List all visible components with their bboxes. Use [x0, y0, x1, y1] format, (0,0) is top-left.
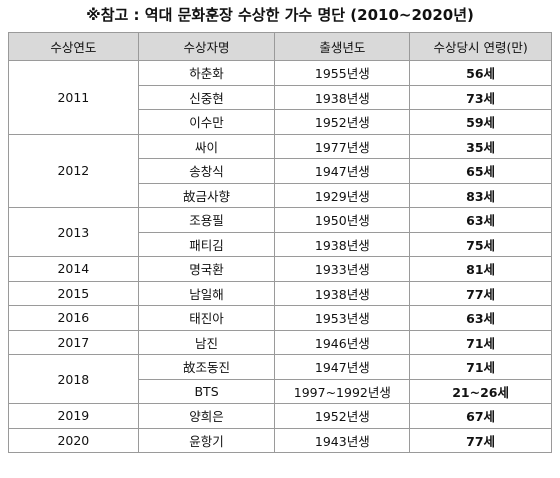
header-cell: 수상당시 연령(만) [409, 32, 552, 61]
table-row: 2020 윤항기 1943년생 77세 [8, 427, 552, 453]
table-row: 2019 양희은 1952년생 67세 [8, 403, 552, 429]
birth-cell: 1955년생 [274, 60, 411, 86]
age-cell: 75세 [409, 231, 552, 257]
year-cell: 2018 [8, 354, 139, 404]
birth-cell: 1977년생 [274, 133, 411, 159]
name-cell: 태진아 [137, 305, 276, 331]
age-cell: 77세 [409, 280, 552, 306]
header-cell: 수상연도 [8, 32, 139, 61]
age-cell: 71세 [409, 329, 552, 355]
table-row: 2012 싸이 1977년생 35세 [8, 133, 552, 208]
name-cell: 故금사향 [137, 182, 276, 208]
year-cell: 2020 [8, 427, 139, 453]
table-row: 송창식 1947년생 65세 [9, 158, 552, 184]
birth-cell: 1947년생 [274, 158, 411, 184]
birth-cell: 1938년생 [274, 84, 411, 110]
table-row: 2015 남일해 1938년생 77세 [8, 280, 552, 306]
table-row: BTS 1997~1992년생 21~26세 [9, 378, 552, 404]
header-cell: 수상자명 [137, 32, 276, 61]
title: ※참고 : 역대 문화훈장 수상한 가수 명단 (2010~2020년) [86, 6, 474, 24]
table-row: 이수만 1952년생 59세 [9, 109, 552, 135]
age-cell: 35세 [409, 133, 552, 159]
year-cell: 2013 [8, 207, 139, 257]
age-cell: 77세 [409, 427, 552, 453]
age-cell: 65세 [409, 158, 552, 184]
table-row: 2013 조용필 1950년생 63세 [8, 207, 552, 257]
award-table: 수상연도 수상자명 출생년도 수상당시 연령(만) 2011 하춘화 1955년생 56세 신… [8, 32, 552, 453]
age-cell: 83세 [409, 182, 552, 208]
birth-cell: 1950년생 [274, 207, 411, 233]
birth-cell: 1946년생 [274, 329, 411, 355]
birth-cell: 1929년생 [274, 182, 411, 208]
birth-cell: 1938년생 [274, 280, 411, 306]
table-row: 2016 태진아 1953년생 63세 [8, 305, 552, 331]
year-cell: 2012 [8, 133, 139, 208]
name-cell: 싸이 [137, 133, 276, 159]
year-cell: 2011 [8, 60, 139, 135]
birth-cell: 1997~1992년생 [274, 378, 411, 404]
name-cell: 신중현 [137, 84, 276, 110]
name-cell: 하춘화 [137, 60, 276, 86]
age-cell: 21~26세 [409, 378, 552, 404]
table-row: 2011 하춘화 1955년생 56세 [8, 60, 552, 135]
header-cell: 출생년도 [274, 32, 411, 61]
age-cell: 67세 [409, 403, 552, 429]
birth-cell: 1953년생 [274, 305, 411, 331]
name-cell: 송창식 [137, 158, 276, 184]
age-cell: 81세 [409, 256, 552, 282]
name-cell: 패티김 [137, 231, 276, 257]
table-row: 2017 남진 1946년생 71세 [8, 329, 552, 355]
birth-cell: 1933년생 [274, 256, 411, 282]
table-row: 신중현 1938년생 73세 [9, 84, 552, 110]
birth-cell: 1952년생 [274, 403, 411, 429]
year-cell: 2015 [8, 280, 139, 306]
table-row: 패티김 1938년생 75세 [9, 231, 552, 257]
age-cell: 59세 [409, 109, 552, 135]
year-cell: 2017 [8, 329, 139, 355]
birth-cell: 1938년생 [274, 231, 411, 257]
table-row: 2018 故조동진 1947년생 71세 [8, 354, 552, 404]
year-cell: 2016 [8, 305, 139, 331]
age-cell: 73세 [409, 84, 552, 110]
name-cell: 이수만 [137, 109, 276, 135]
age-cell: 63세 [409, 207, 552, 233]
name-cell: 남진 [137, 329, 276, 355]
table-row: 故금사향 1929년생 83세 [9, 182, 552, 208]
age-cell: 56세 [409, 60, 552, 86]
name-cell: 명국환 [137, 256, 276, 282]
name-cell: 남일해 [137, 280, 276, 306]
age-cell: 71세 [409, 354, 552, 380]
birth-cell: 1952년생 [274, 109, 411, 135]
name-cell: 윤항기 [137, 427, 276, 453]
birth-cell: 1943년생 [274, 427, 411, 453]
table-row: 2014 명국환 1933년생 81세 [8, 256, 552, 282]
header-row: 수상연도 수상자명 출생년도 수상당시 연령(만) [8, 32, 552, 61]
age-cell: 63세 [409, 305, 552, 331]
name-cell: 양희은 [137, 403, 276, 429]
year-cell: 2014 [8, 256, 139, 282]
name-cell: 조용필 [137, 207, 276, 233]
name-cell: BTS [137, 378, 276, 404]
name-cell: 故조동진 [137, 354, 276, 380]
year-cell: 2019 [8, 403, 139, 429]
birth-cell: 1947년생 [274, 354, 411, 380]
